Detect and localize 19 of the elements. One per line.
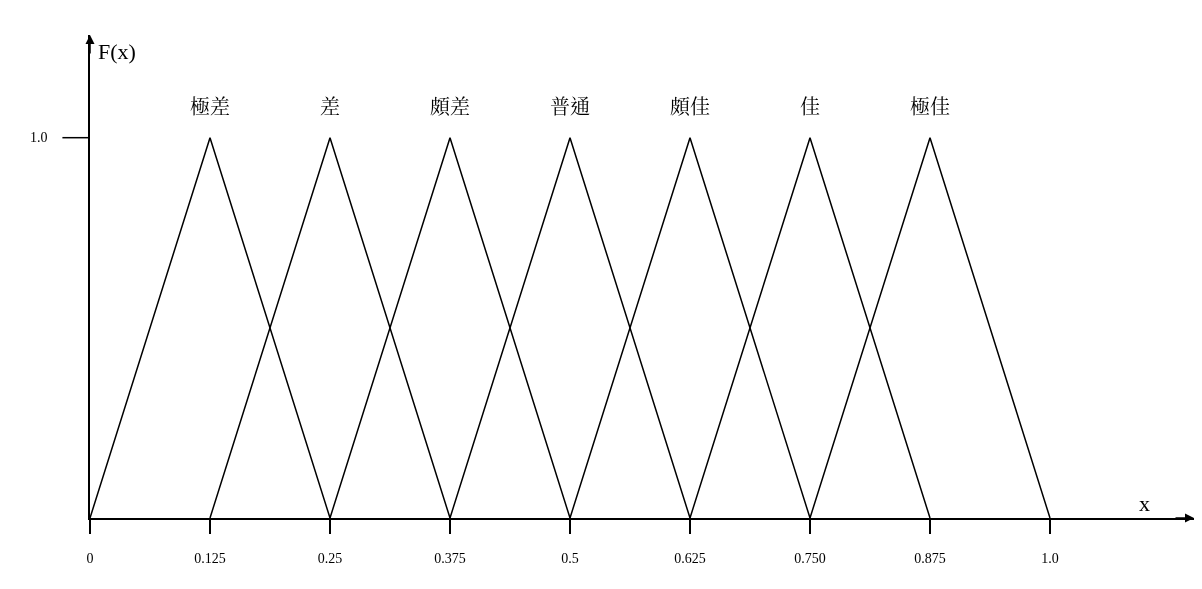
x-tick-label: 0.125 [194, 550, 226, 566]
series-label: 極差 [190, 96, 230, 118]
x-tick-label: 0.5 [561, 550, 579, 566]
x-tick-label: 0.875 [914, 550, 946, 566]
series-label: 佳 [800, 96, 820, 118]
series-label: 極佳 [910, 96, 950, 118]
y-axis-title: F(x) [98, 39, 136, 64]
x-tick-label: 0.375 [434, 550, 466, 566]
series-label: 普通 [550, 96, 590, 118]
x-axis-title: x [1139, 491, 1150, 516]
series-label: 頗差 [430, 96, 470, 118]
series-label: 頗佳 [670, 96, 710, 118]
series-label: 差 [320, 96, 340, 118]
x-tick-label: 0 [86, 550, 94, 566]
x-tick-label: 1.0 [1041, 550, 1059, 566]
x-tick-label: 0.625 [674, 550, 706, 566]
x-tick-label: 0.750 [794, 550, 826, 566]
x-tick-label: 0.25 [317, 550, 343, 566]
text: 1.0 [30, 130, 48, 145]
